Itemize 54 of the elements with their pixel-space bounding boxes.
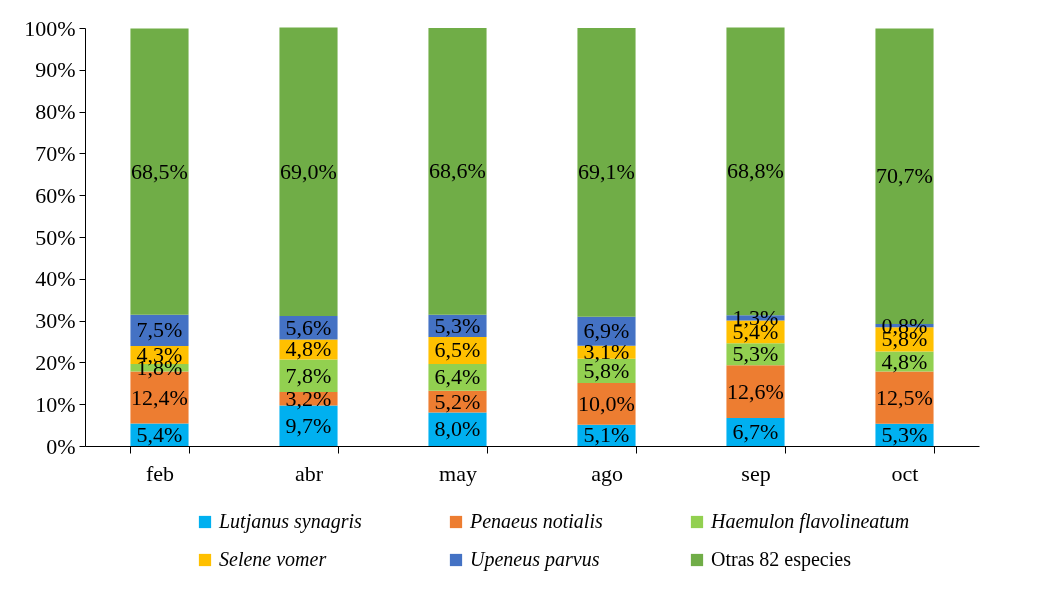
- bar: [279, 27, 338, 316]
- data-label: 69,0%: [280, 158, 337, 184]
- x-tick-label: sep: [741, 460, 771, 486]
- y-tick-label: 0%: [46, 433, 76, 459]
- data-label: 5,6%: [285, 314, 332, 340]
- data-label: 6,5%: [434, 337, 481, 363]
- bar: [577, 28, 636, 317]
- legend-label: Penaeus notialis: [469, 510, 603, 532]
- y-tick-label: 40%: [35, 266, 76, 292]
- data-label: 12,4%: [131, 384, 188, 410]
- y-tick-label: 90%: [35, 57, 76, 83]
- bar: [130, 28, 189, 315]
- data-label: 6,9%: [583, 318, 630, 344]
- y-tick-label: 100%: [24, 15, 76, 41]
- y-tick-label: 30%: [35, 308, 76, 334]
- data-label: 68,5%: [131, 158, 188, 184]
- data-label: 9,7%: [285, 412, 332, 438]
- data-label: 3,2%: [285, 385, 332, 411]
- y-tick-label: 10%: [35, 391, 76, 417]
- data-label: 68,8%: [727, 158, 784, 184]
- x-tick-label: abr: [294, 460, 324, 486]
- data-label: 12,5%: [876, 384, 933, 410]
- data-label: 68,6%: [429, 158, 486, 184]
- x-tick-label: feb: [145, 460, 175, 486]
- y-tick-label: 80%: [35, 99, 76, 125]
- data-label: 10,0%: [578, 390, 635, 416]
- data-label: 7,5%: [136, 317, 183, 343]
- y-tick-label: 20%: [35, 349, 76, 375]
- x-tick-label: ago: [591, 460, 623, 486]
- legend-label: Haemulon flavolineatum: [710, 510, 910, 533]
- legend-label: Otras 82 especies: [711, 548, 852, 571]
- data-label: 5,1%: [583, 422, 630, 448]
- data-label: 8,0%: [434, 416, 481, 442]
- data-label: 5,3%: [434, 312, 481, 338]
- data-label: 5,3%: [881, 421, 928, 447]
- x-tick-label: oct: [891, 460, 919, 486]
- data-label: 6,4%: [434, 364, 481, 390]
- bar: [726, 365, 785, 418]
- data-label: 69,1%: [578, 159, 635, 185]
- legend-label: Upeneus parvus: [470, 548, 600, 571]
- data-label: 6,7%: [732, 419, 779, 444]
- bar: [875, 371, 934, 424]
- legend-label: Lutjanus synagris: [218, 510, 363, 533]
- y-tick-label: 70%: [35, 140, 76, 166]
- y-tick-label: 60%: [35, 182, 76, 208]
- legend-label: Selene vomer: [219, 548, 327, 570]
- data-label: 7,8%: [285, 362, 332, 388]
- x-tick-label: may: [439, 460, 477, 486]
- bar: [428, 28, 487, 315]
- data-label: 5,4%: [136, 421, 183, 447]
- y-tick-label: 50%: [35, 224, 76, 250]
- data-label: 5,2%: [434, 388, 481, 414]
- data-label: 70,7%: [876, 163, 933, 189]
- data-label: 12,6%: [727, 378, 784, 404]
